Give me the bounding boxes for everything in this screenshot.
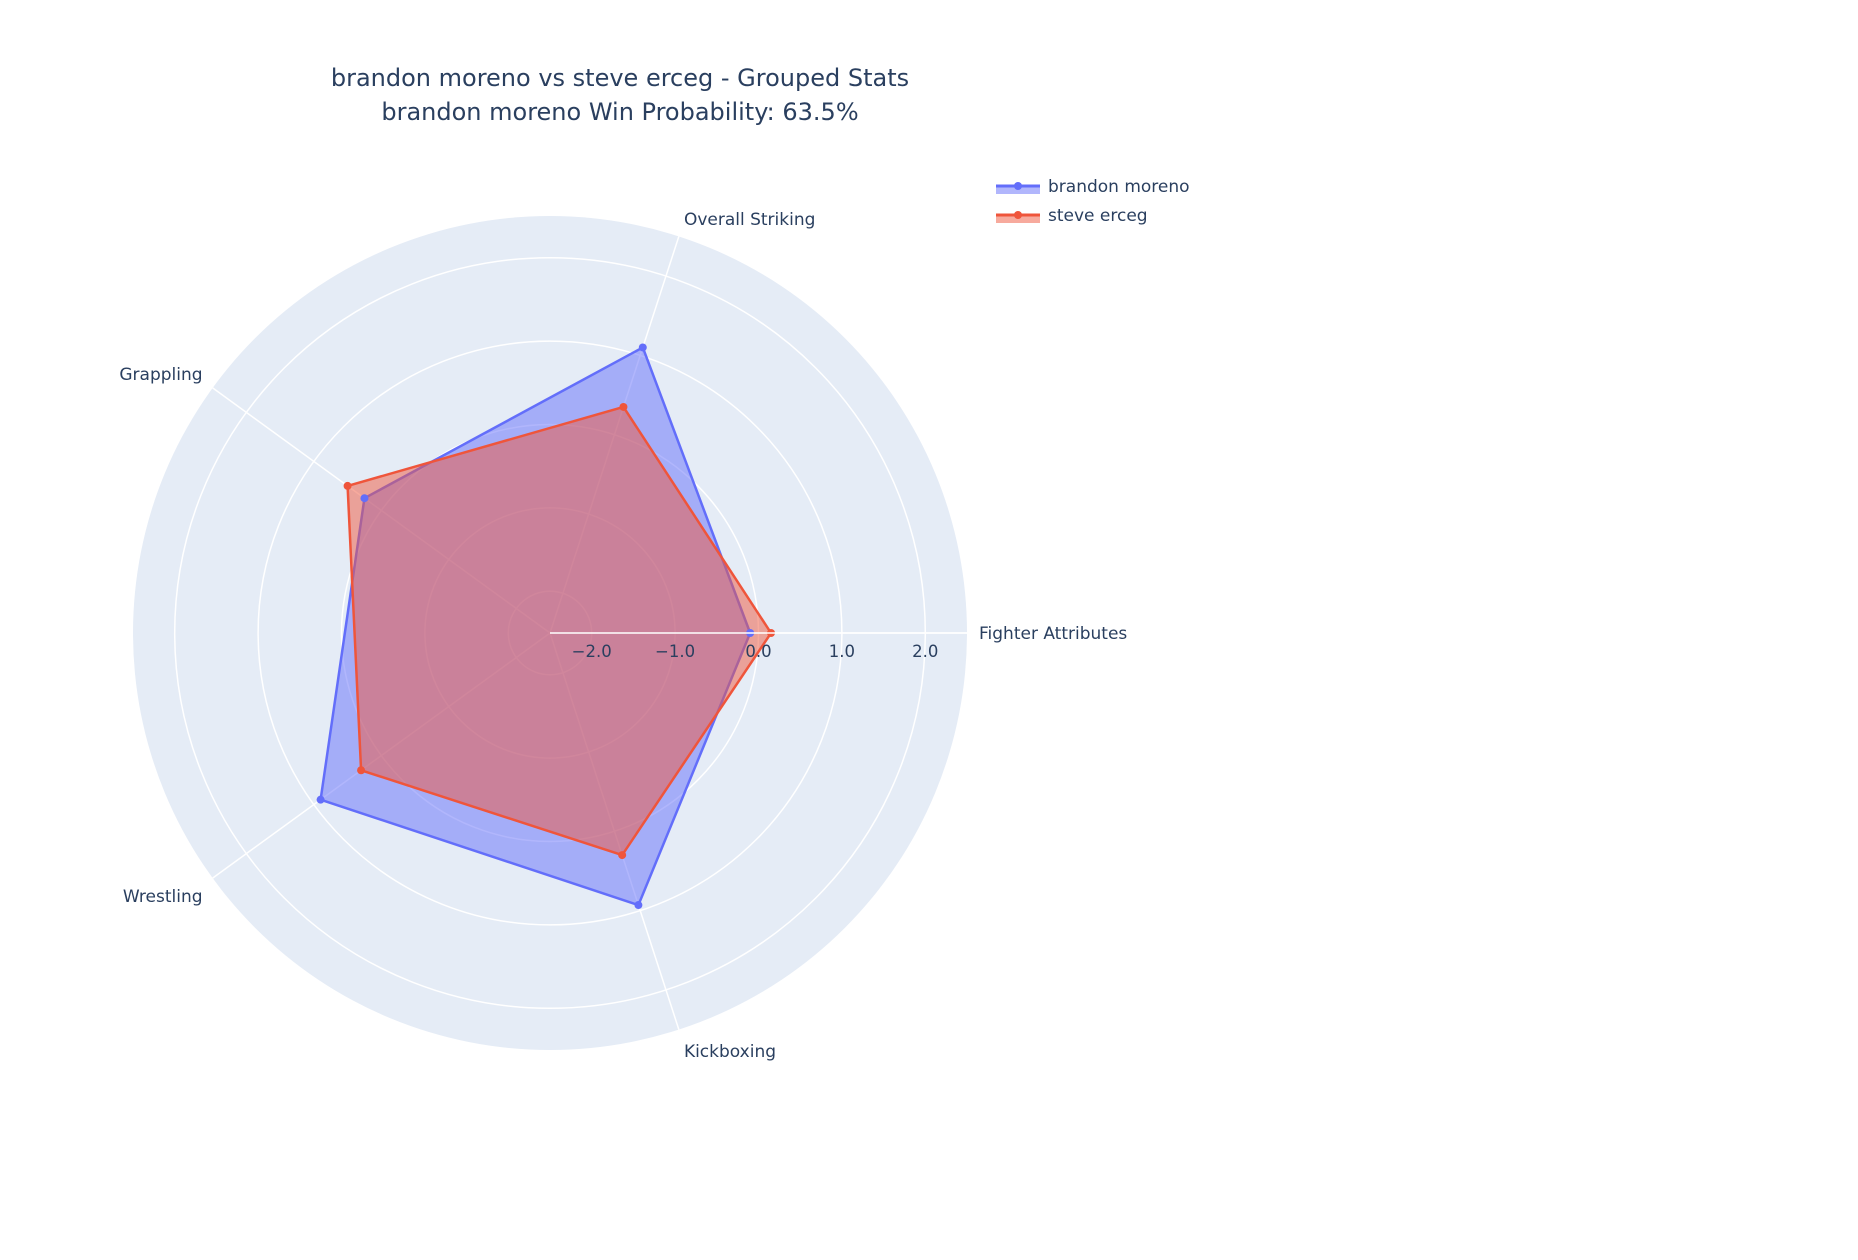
legend-item-brandon-moreno[interactable]: brandon moreno — [996, 177, 1190, 197]
radial-tick-label: 1.0 — [829, 642, 855, 661]
series-markers-brandon-moreno — [316, 343, 755, 910]
series-steve-erceg — [346, 405, 773, 857]
radial-tick-label: 0.0 — [745, 642, 771, 661]
data-point[interactable] — [634, 901, 643, 910]
legend-swatch-marker — [1014, 211, 1022, 219]
legend[interactable]: brandon moreno steve erceg — [996, 177, 1190, 226]
legend-swatch-marker — [1014, 182, 1022, 190]
chart-title-line-1: brandon moreno vs steve erceg - Grouped … — [331, 64, 909, 92]
data-point[interactable] — [316, 795, 325, 804]
category-label: Overall Striking — [684, 210, 815, 230]
data-point[interactable] — [638, 343, 647, 352]
category-label: Fighter Attributes — [979, 624, 1127, 644]
category-label: Grappling — [119, 365, 202, 385]
legend-item-steve-erceg[interactable]: steve erceg — [996, 206, 1148, 226]
radial-tick-label: −2.0 — [572, 642, 612, 661]
data-point[interactable] — [619, 402, 628, 411]
radial-tick-label: 2.0 — [912, 642, 938, 661]
category-label: Kickboxing — [684, 1042, 776, 1062]
legend-label: brandon moreno — [1048, 177, 1190, 197]
data-point[interactable] — [343, 481, 352, 490]
polar-area: −2.0 −1.0 0.0 1.0 2.0 Fighter Attributes Overa… — [119, 210, 1127, 1062]
legend-label: steve erceg — [1048, 206, 1148, 226]
radial-tick-label: −1.0 — [655, 642, 695, 661]
series-area — [346, 405, 773, 857]
data-point[interactable] — [618, 851, 627, 860]
data-point[interactable] — [360, 494, 369, 503]
data-point[interactable] — [357, 766, 366, 775]
chart-title: brandon moreno vs steve erceg - Grouped … — [331, 64, 909, 126]
chart-title-line-2: brandon moreno Win Probability: 63.5% — [381, 98, 858, 126]
category-label: Wrestling — [123, 887, 203, 907]
